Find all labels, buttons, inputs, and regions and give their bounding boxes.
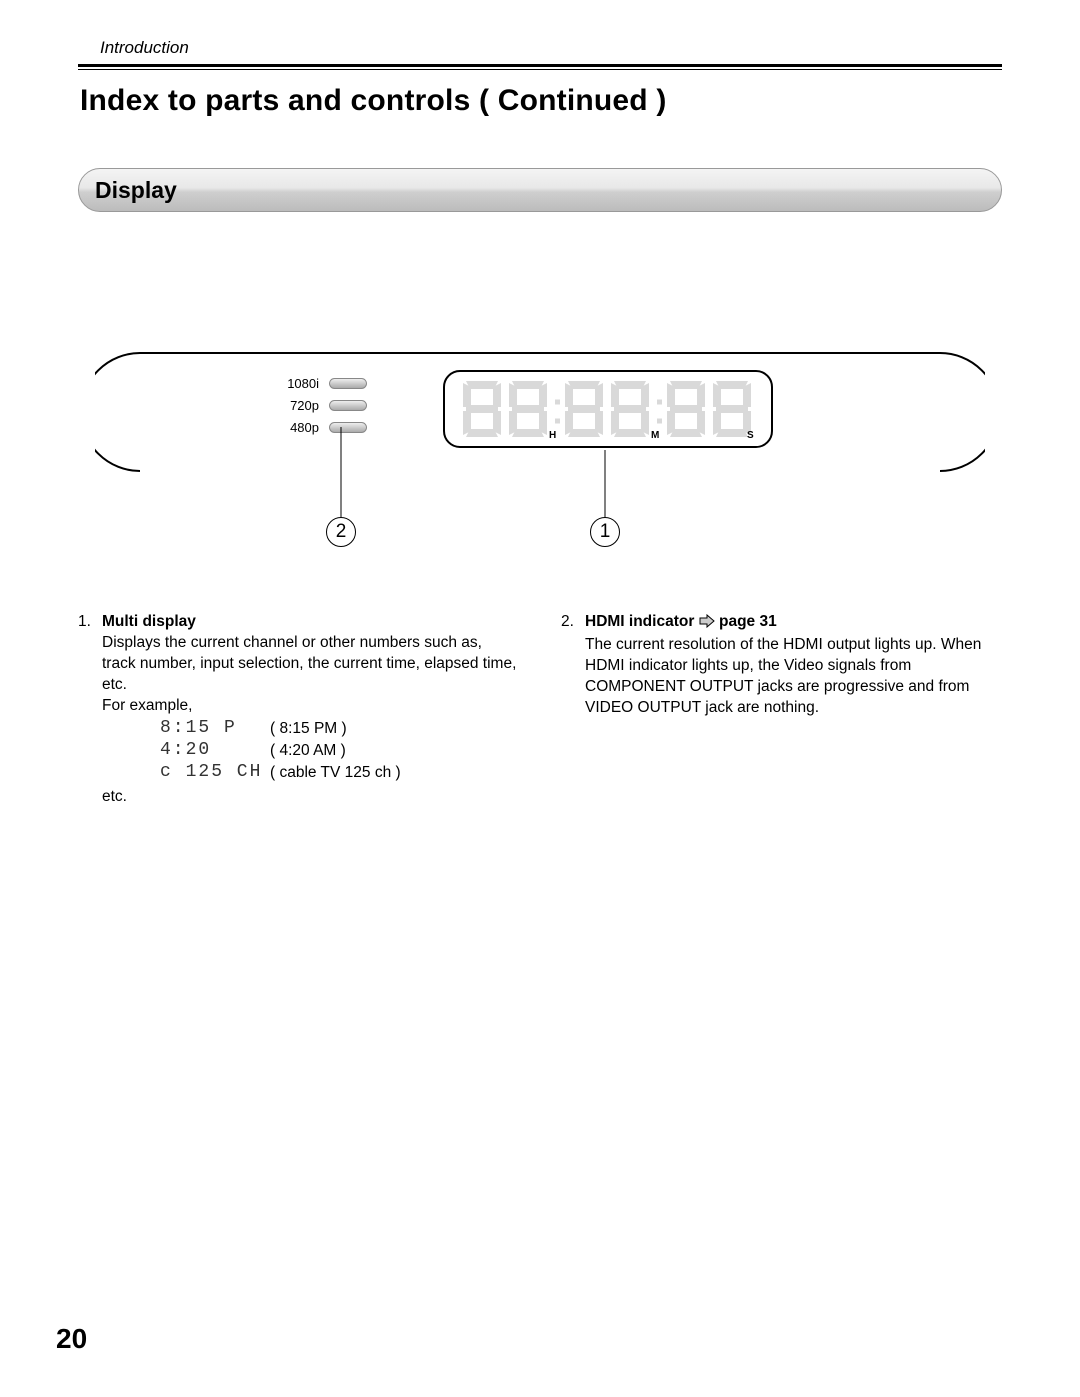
example-description: ( cable TV 125 ch ) (270, 763, 401, 784)
svg-text:H: H (549, 430, 556, 441)
entry-2: 2. HDMI indicator page 31 The current re… (561, 612, 1002, 808)
example-description: ( 4:20 AM ) (270, 741, 346, 762)
entry-1: 1. Multi display Displays the current ch… (78, 612, 519, 808)
svg-text:c 125 CH: c 125 CH (160, 762, 262, 780)
header-rule (78, 64, 1002, 70)
example-description: ( 8:15 PM ) (270, 719, 347, 740)
entry-body: The current resolution of the HDMI outpu… (585, 635, 1002, 719)
example-segment-display: c 125 CH (160, 760, 270, 787)
entry-title: Multi display (102, 612, 196, 633)
resolution-label: 1080i (275, 376, 319, 391)
example-block: 8:15 P( 8:15 PM )4:20( 4:20 AM )c 125 CH… (160, 719, 519, 785)
resolution-indicator-list: 1080i 720p 480p (275, 372, 367, 438)
page-ref-arrow-icon (699, 614, 715, 635)
page-number: 20 (56, 1323, 87, 1355)
entry-lead: For example, (102, 696, 519, 717)
entry-number: 2. (561, 612, 585, 635)
entry-body: Displays the current channel or other nu… (102, 633, 519, 696)
resolution-label: 480p (275, 420, 319, 435)
svg-text:8:15 P: 8:15 P (160, 718, 237, 736)
resolution-led-icon (329, 400, 367, 411)
resolution-led-icon (329, 422, 367, 433)
entry-number: 1. (78, 612, 102, 633)
entry-title-b: page 31 (719, 613, 777, 630)
resolution-indicator-row: 720p (275, 394, 367, 416)
entry-title-a: HDMI indicator (585, 613, 699, 630)
resolution-indicator-row: 480p (275, 416, 367, 438)
entry-tail: etc. (102, 787, 519, 808)
resolution-led-icon (329, 378, 367, 389)
callout-number: 2 (326, 517, 356, 547)
svg-text:S: S (747, 430, 754, 441)
header-section-label: Introduction (100, 38, 1002, 58)
callout-number: 1 (590, 517, 620, 547)
display-diagram: 1080i 720p 480p H M S 2 1 (95, 352, 985, 592)
svg-text:M: M (651, 430, 659, 441)
description-columns: 1. Multi display Displays the current ch… (78, 612, 1002, 808)
page-title: Index to parts and controls ( Continued … (80, 84, 1002, 118)
lcd-multi-display: HMS (443, 370, 773, 448)
svg-text:4:20: 4:20 (160, 740, 211, 758)
subsection-title: Display (95, 177, 177, 204)
resolution-indicator-row: 1080i (275, 372, 367, 394)
resolution-label: 720p (275, 398, 319, 413)
example-row: c 125 CH ( cable TV 125 ch ) (160, 763, 519, 785)
subsection-bar: Display (78, 168, 1002, 212)
